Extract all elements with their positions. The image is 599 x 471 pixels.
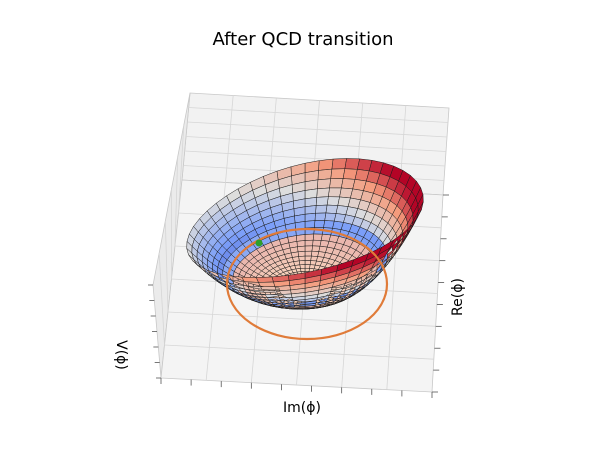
surface-cell xyxy=(330,168,346,179)
surface-cell xyxy=(297,250,306,257)
surface-cell xyxy=(314,220,326,228)
grid-line xyxy=(164,344,434,360)
grid-line xyxy=(174,156,179,247)
surface-cell xyxy=(304,220,316,229)
surface-cell xyxy=(326,196,340,206)
surface-cell xyxy=(304,212,316,222)
surface-cell xyxy=(317,178,331,190)
surface-cell xyxy=(328,187,342,198)
surface-cell xyxy=(304,239,314,247)
surface-cell xyxy=(314,212,327,221)
surface-cell xyxy=(318,158,334,171)
minimum-ring xyxy=(225,227,389,341)
grid-line xyxy=(158,252,165,346)
vacuum-point xyxy=(255,239,263,247)
surface-cell xyxy=(331,158,347,170)
y-axis-label: Im(ϕ) xyxy=(283,400,321,416)
overlay xyxy=(225,227,389,341)
x-axis-label: Re(ϕ) xyxy=(450,278,466,316)
surface-cell xyxy=(317,168,333,181)
grid-line xyxy=(178,124,185,214)
surface xyxy=(186,158,424,310)
surface-cell xyxy=(304,233,315,241)
surface-cell xyxy=(304,264,311,269)
z-axis-label: V(ϕ) xyxy=(113,340,129,370)
surface-cell xyxy=(325,204,339,214)
surface-cell xyxy=(298,255,306,262)
surface-cell xyxy=(312,239,322,247)
surface-cell xyxy=(315,196,329,206)
surface-cell xyxy=(316,187,330,198)
axis-ticks xyxy=(148,194,449,398)
surface-cell xyxy=(304,197,317,207)
surface-cell xyxy=(304,255,312,261)
surface-cell xyxy=(296,240,306,248)
surface-cell xyxy=(315,204,328,214)
surface-cell xyxy=(304,260,312,265)
surface-cell xyxy=(344,158,360,170)
surface-cell xyxy=(312,233,323,241)
surface-cell xyxy=(295,234,306,242)
surface-cell xyxy=(299,264,306,269)
surface-cell xyxy=(304,205,317,215)
surface-cell xyxy=(298,260,306,266)
surface-cell xyxy=(304,250,313,257)
chart-title: After QCD transition xyxy=(212,29,393,50)
surface-cell xyxy=(304,245,313,252)
surface-cell xyxy=(329,178,344,189)
grid-line xyxy=(164,220,169,313)
surface-cell xyxy=(297,245,306,253)
surface-cell xyxy=(255,276,274,283)
